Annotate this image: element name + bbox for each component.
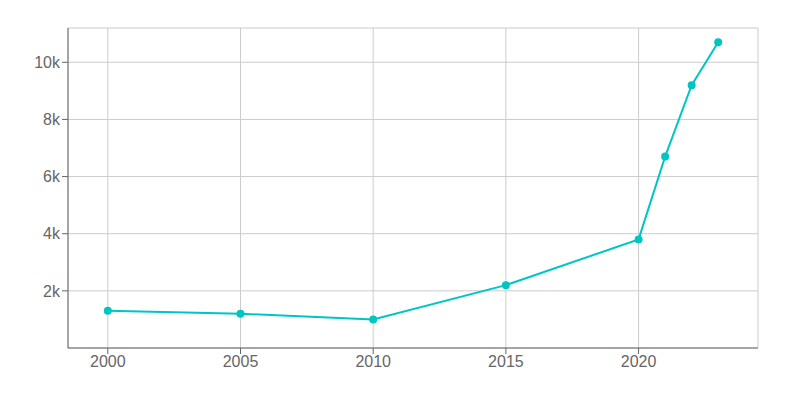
svg-text:6k: 6k xyxy=(43,168,61,185)
svg-text:2010: 2010 xyxy=(355,353,391,370)
svg-text:2005: 2005 xyxy=(223,353,259,370)
svg-text:8k: 8k xyxy=(43,111,61,128)
svg-text:10k: 10k xyxy=(34,54,61,71)
svg-text:2015: 2015 xyxy=(488,353,524,370)
svg-text:4k: 4k xyxy=(43,225,61,242)
svg-text:2000: 2000 xyxy=(90,353,126,370)
svg-text:2020: 2020 xyxy=(621,353,657,370)
svg-text:2k: 2k xyxy=(43,283,61,300)
